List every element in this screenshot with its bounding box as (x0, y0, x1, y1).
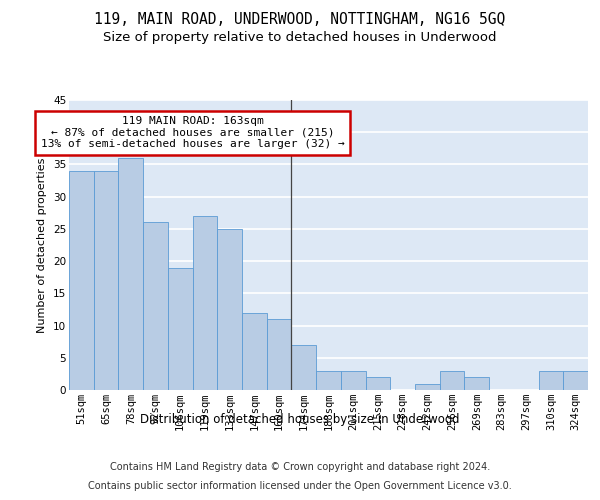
Bar (341, 370, 365, 390)
Bar (464, 377, 489, 390)
Bar (118, 158, 143, 390)
Text: Contains public sector information licensed under the Open Government Licence v3: Contains public sector information licen… (88, 481, 512, 491)
Bar (440, 370, 464, 390)
Bar (143, 222, 168, 390)
Bar (217, 229, 242, 390)
Bar (242, 312, 267, 390)
Bar (539, 370, 563, 390)
Bar (267, 319, 292, 390)
Text: 119 MAIN ROAD: 163sqm
← 87% of detached houses are smaller (215)
13% of semi-det: 119 MAIN ROAD: 163sqm ← 87% of detached … (41, 116, 344, 150)
Text: Size of property relative to detached houses in Underwood: Size of property relative to detached ho… (103, 31, 497, 44)
Bar (94, 171, 118, 390)
Bar (69, 171, 94, 390)
Bar (415, 384, 440, 390)
Bar (168, 268, 193, 390)
Y-axis label: Number of detached properties: Number of detached properties (37, 158, 47, 332)
Bar (316, 370, 341, 390)
Text: 119, MAIN ROAD, UNDERWOOD, NOTTINGHAM, NG16 5GQ: 119, MAIN ROAD, UNDERWOOD, NOTTINGHAM, N… (94, 12, 506, 28)
Bar (193, 216, 217, 390)
Bar (365, 377, 390, 390)
Text: Contains HM Land Registry data © Crown copyright and database right 2024.: Contains HM Land Registry data © Crown c… (110, 462, 490, 472)
Bar (563, 370, 588, 390)
Bar (292, 345, 316, 390)
Text: Distribution of detached houses by size in Underwood: Distribution of detached houses by size … (140, 412, 460, 426)
